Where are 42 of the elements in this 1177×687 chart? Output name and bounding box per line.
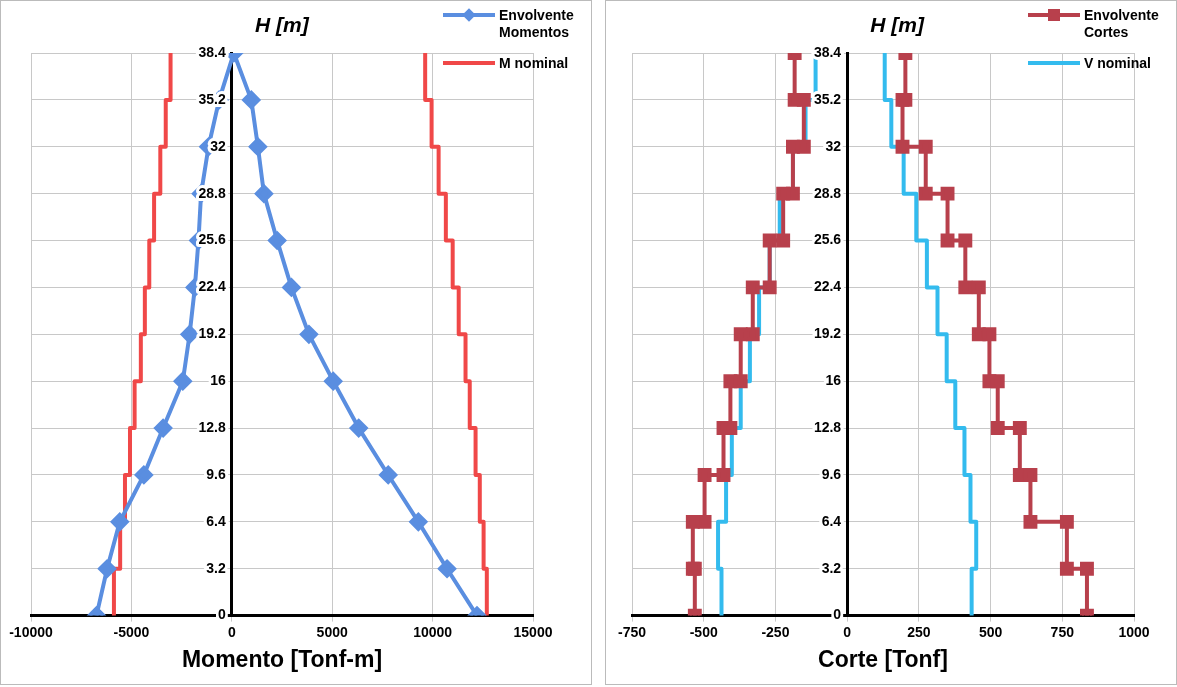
x-tick-label: -5000 <box>113 623 150 640</box>
y-tick-label: 9.6 <box>821 465 842 482</box>
y-tick-label: 32 <box>825 137 842 154</box>
x-tick-label: 10000 <box>413 623 453 640</box>
y-tick-label: 38.4 <box>813 43 842 60</box>
x-tick-label: -10000 <box>9 623 54 640</box>
y-tick-label: 0 <box>833 606 842 623</box>
y-tick-label: 0 <box>218 606 226 623</box>
x-tick-label: 500 <box>978 623 1003 640</box>
legend-label: Envolvente Cortes <box>1084 7 1160 41</box>
legend-label: M nominal <box>499 55 570 72</box>
y-tick-label: 25.6 <box>813 231 842 248</box>
x-axis-title: Corte [Tonf] <box>818 645 948 672</box>
y-tick-label: 35.2 <box>198 90 227 107</box>
y-tick-label: 6.4 <box>821 512 842 529</box>
y-tick-label: 19.2 <box>198 325 227 342</box>
y-tick-label: 12.8 <box>198 418 227 435</box>
x-tick-label: 5000 <box>316 623 348 640</box>
x-tick-label: -500 <box>689 623 718 640</box>
x-tick-label: -750 <box>617 623 647 640</box>
legend-label: Envolvente Momentos <box>499 7 575 41</box>
y-tick-label: 3.2 <box>821 559 842 576</box>
y-tick-label: 38.4 <box>198 43 227 60</box>
x-tick-label: 1000 <box>1118 623 1150 640</box>
legend-label: V nominal <box>1084 55 1152 72</box>
y-tick-label: 22.4 <box>813 278 842 295</box>
x-tick-label: 750 <box>1050 623 1075 640</box>
x-axis-title: Momento [Tonf-m] <box>181 645 383 672</box>
x-tick-label: -250 <box>761 623 790 640</box>
y-axis-title: H [m] <box>870 13 924 37</box>
y-tick-label: 12.8 <box>813 418 842 435</box>
y-tick-label: 19.2 <box>813 325 842 342</box>
y-tick-label: 6.4 <box>206 512 227 529</box>
y-tick-label: 16 <box>825 372 842 389</box>
y-tick-label: 3.2 <box>206 559 227 576</box>
x-tick-label: 15000 <box>513 623 553 640</box>
y-tick-label: 28.8 <box>813 184 842 201</box>
y-tick-label: 9.6 <box>206 465 227 482</box>
y-tick-label: 35.2 <box>813 90 842 107</box>
x-tick-label: 250 <box>907 623 931 640</box>
y-axis-title: H [m] <box>254 13 309 37</box>
y-tick-label: 16 <box>210 372 227 389</box>
